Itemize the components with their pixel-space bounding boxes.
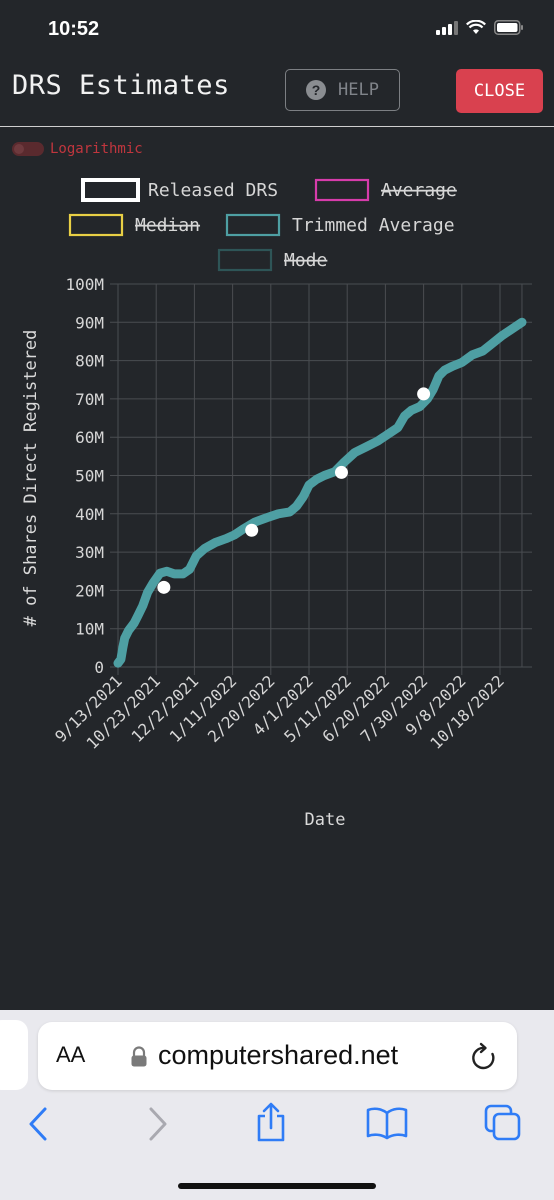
reader-options-button[interactable]: AA [56,1042,86,1067]
legend-item[interactable]: Average [314,178,457,202]
toggle-knob [14,144,24,154]
help-button[interactable]: ? HELP [285,69,400,111]
legend-label: Released DRS [148,180,278,201]
wifi-icon [466,20,486,34]
toggle-label: Logarithmic [50,141,143,157]
reload-icon[interactable] [470,1042,498,1072]
help-button-label: HELP [338,80,379,100]
y-tick-label: 90M [75,313,104,332]
y-tick-label: 50M [75,467,104,486]
bookmarks-icon[interactable] [366,1106,408,1140]
y-tick-label: 10M [75,620,104,639]
series-line-trimmed-average [113,317,527,668]
toggle-switch[interactable] [12,142,44,156]
released-drs-point[interactable] [245,523,259,537]
legend-label: Trimmed Average [292,215,455,236]
y-tick-label: 100M [65,275,104,294]
logarithmic-toggle[interactable]: Logarithmic [12,141,143,157]
back-icon[interactable] [26,1106,50,1142]
legend-item[interactable]: Mode [217,248,327,272]
y-tick-label: 20M [75,581,104,600]
status-time: 10:52 [48,18,100,40]
legend-swatch [68,213,124,237]
url-text[interactable]: computershared.net [158,1040,399,1070]
previous-tab[interactable] [0,1020,28,1090]
released-drs-point[interactable] [334,465,348,479]
y-tick-label: 30M [75,543,104,562]
legend-swatch [225,213,281,237]
share-icon[interactable] [255,1102,287,1142]
modal-header: DRS Estimates ? HELP CLOSE [0,60,554,127]
legend-item[interactable]: Released DRS [81,178,278,202]
chart-legend: Released DRS Average Median Trimmed Average… [68,178,457,272]
drs-chart: Released DRS Average Median Trimmed Average… [21,178,532,830]
chart-series [113,317,527,668]
y-tick-label: 80M [75,352,104,371]
y-tick-label: 0 [94,658,104,677]
y-tick-label: 70M [75,390,104,409]
forward-icon[interactable] [146,1106,170,1142]
legend-swatch [217,248,273,272]
tabs-icon[interactable] [484,1104,522,1142]
y-axis-ticks: 0 10M 20M 30M 40M 50M 60M 70M 80M 90M 100M [65,275,104,677]
browser-bar: AA computershared.net [0,1010,554,1200]
legend-swatch [81,178,140,202]
battery-icon [494,20,523,35]
y-tick-label: 60M [75,428,104,447]
y-tick-label: 40M [75,505,104,524]
legend-item[interactable]: Trimmed Average [225,213,455,237]
address-bar[interactable]: AA computershared.net [38,1022,517,1090]
status-icons [436,20,524,35]
legend-label: Mode [284,250,327,271]
close-button[interactable]: CLOSE [456,69,543,113]
x-axis-label: Date [305,810,346,830]
home-indicator [178,1183,376,1189]
signal-icon [436,20,458,35]
y-axis-label: # of Shares Direct Registered [21,330,41,627]
legend-swatch [314,178,370,202]
x-axis-ticks: 9/13/202110/23/202112/2/20211/11/20222/2… [51,671,508,753]
released-drs-point[interactable] [417,387,431,401]
browser-toolbar [0,1100,554,1160]
lock-icon [131,1046,147,1067]
status-bar: 10:52 [0,0,554,60]
page-title: DRS Estimates [12,70,230,101]
legend-label: Median [135,215,200,236]
released-drs-point[interactable] [157,580,171,594]
legend-label: Average [381,180,457,201]
legend-item[interactable]: Median [68,213,200,237]
question-icon: ? [306,80,327,100]
